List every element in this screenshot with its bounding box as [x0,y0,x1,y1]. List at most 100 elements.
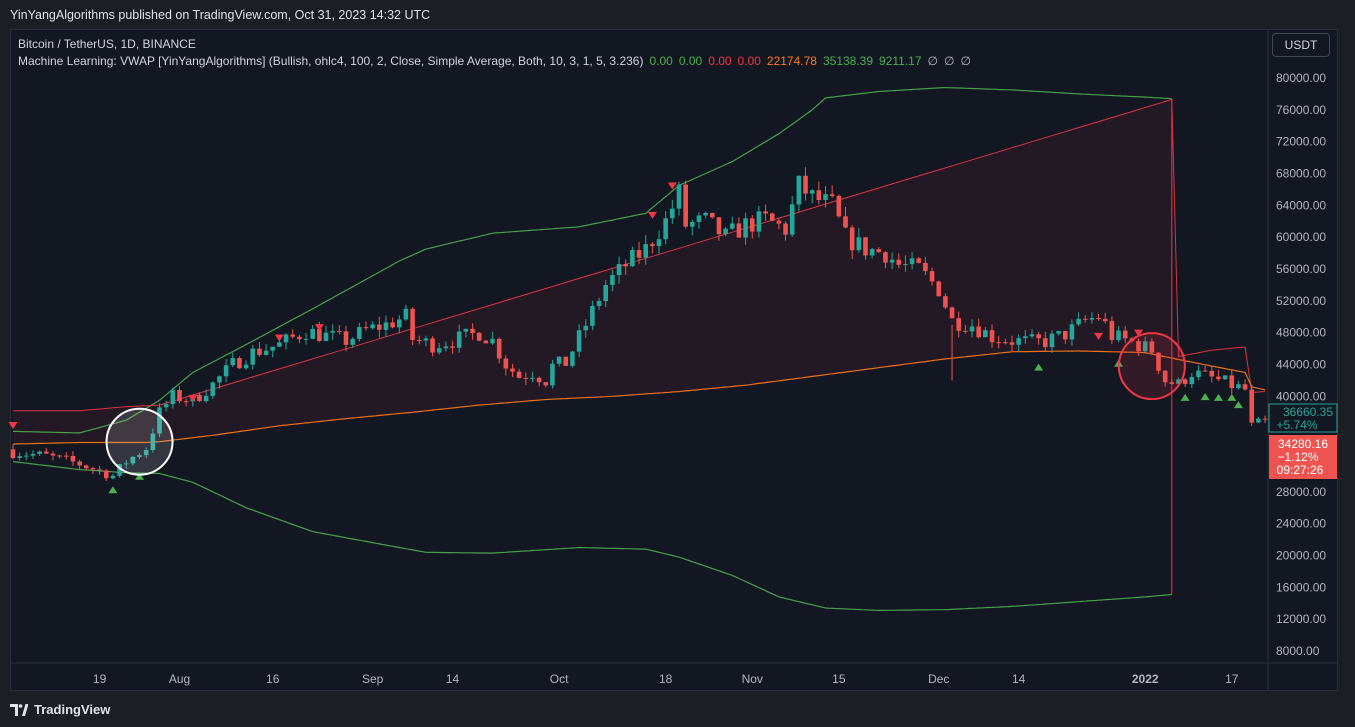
candle-body [763,211,768,214]
candle-body [563,356,569,366]
candle-body [510,368,515,372]
candle-body [809,190,815,194]
green-price-text: 36660.35 [1283,405,1333,419]
y-tick-label: 68000.00 [1276,167,1326,181]
tradingview-footer[interactable]: TradingView [10,702,110,717]
time-axis[interactable]: 19 Aug 16 Sep 14 Oct 18 Nov 15 Dec 14 2022 17 [93,672,1239,686]
chart-legend: Bitcoin / TetherUS, 1D, BINANCE Machine … [18,36,971,70]
buy-signal-marker [1200,393,1210,401]
sell-signal-marker [8,421,18,429]
candle-body [57,455,62,457]
candle-body [816,190,822,201]
candle-body [1069,324,1075,340]
candle-body [683,184,688,227]
candle-body [137,455,142,457]
candle-body [17,456,22,458]
legend-value: 35138.39 [822,54,874,68]
sell-signal-marker [1094,332,1104,340]
candle-body [470,328,475,333]
candle-body [556,356,562,364]
candle-body [323,332,329,341]
y-tick-label: 76000.00 [1276,103,1326,117]
candle-body [729,223,735,229]
x-tick-label: Nov [742,672,763,686]
candle-body [163,404,169,408]
candle-body [277,342,282,347]
candle-body [1076,318,1081,325]
candle-body [929,271,935,282]
candle-body [203,395,209,402]
candle-body [590,305,595,326]
candle-body [230,358,236,366]
buy-signal-marker [1213,393,1223,401]
candle-body [916,258,922,263]
sell-signal-marker [667,182,677,190]
candle-body [283,334,289,343]
candle-body [1102,318,1108,322]
candle-body [237,358,242,369]
legend-value: 0.00 [708,54,732,68]
candle-body [1202,370,1208,372]
candle-body [97,469,102,471]
candle-body [117,464,122,476]
candle-body [896,259,902,265]
y-tick-label: 52000.00 [1276,294,1326,308]
candle-body [843,216,848,228]
candle-body [1182,379,1188,385]
candle-body [623,263,629,267]
candle-body [436,348,442,353]
candle-body [749,218,755,232]
candle-body [876,249,882,253]
candle-body [463,328,469,332]
candle-body [1149,341,1155,353]
candle-body [290,334,296,337]
candle-body [77,461,82,466]
candle-body [337,330,342,332]
candle-body [330,330,335,333]
candle-body [996,342,1001,344]
indicator-line[interactable]: Machine Learning: VWAP [YinYangAlgorithm… [18,53,971,70]
buy-signal-marker [1034,363,1044,371]
currency-unit-button[interactable]: USDT [1272,33,1330,57]
candle-body [723,228,728,235]
y-tick-label: 40000.00 [1276,389,1326,403]
candle-body [1029,334,1035,337]
candle-body [1222,375,1228,380]
candle-body [1209,370,1215,377]
sell-signal-marker [314,324,324,332]
candle-body [1109,321,1115,341]
candle-body [756,211,762,232]
red-change-text: −1.12% [1277,450,1318,464]
candle-body [317,328,322,341]
candle-body [1162,370,1168,383]
candle-body [1116,330,1121,341]
x-tick-label: 14 [1012,672,1026,686]
candle-body [863,237,868,256]
candle-body [370,324,375,329]
candle-body [1262,418,1268,420]
candle-body [297,336,302,340]
candle-body [1216,376,1221,380]
candle-body [696,215,702,222]
candle-body [869,249,875,256]
upper-band-line [13,86,1172,434]
price-axis[interactable]: 80000.00 76000.00 72000.00 68000.00 64000.00… [1276,71,1326,658]
tradingview-brand: TradingView [34,702,111,717]
candle-body [490,338,495,344]
candle-body [150,433,156,451]
candle-body [583,325,589,331]
candle-body [476,332,482,341]
candle-body [1023,336,1028,339]
candle-body [90,468,96,470]
countdown-text: 09:27:26 [1277,463,1324,477]
candle-body [1236,384,1241,389]
buy-signal-marker [135,472,145,480]
candle-body [37,451,42,454]
upper-vwap-fill [13,99,1172,445]
candle-body [989,330,995,343]
candle-body [1089,318,1095,320]
symbol-title[interactable]: Bitcoin / TetherUS, 1D, BINANCE [18,37,196,51]
candle-body [416,339,422,341]
candle-body [350,338,355,345]
